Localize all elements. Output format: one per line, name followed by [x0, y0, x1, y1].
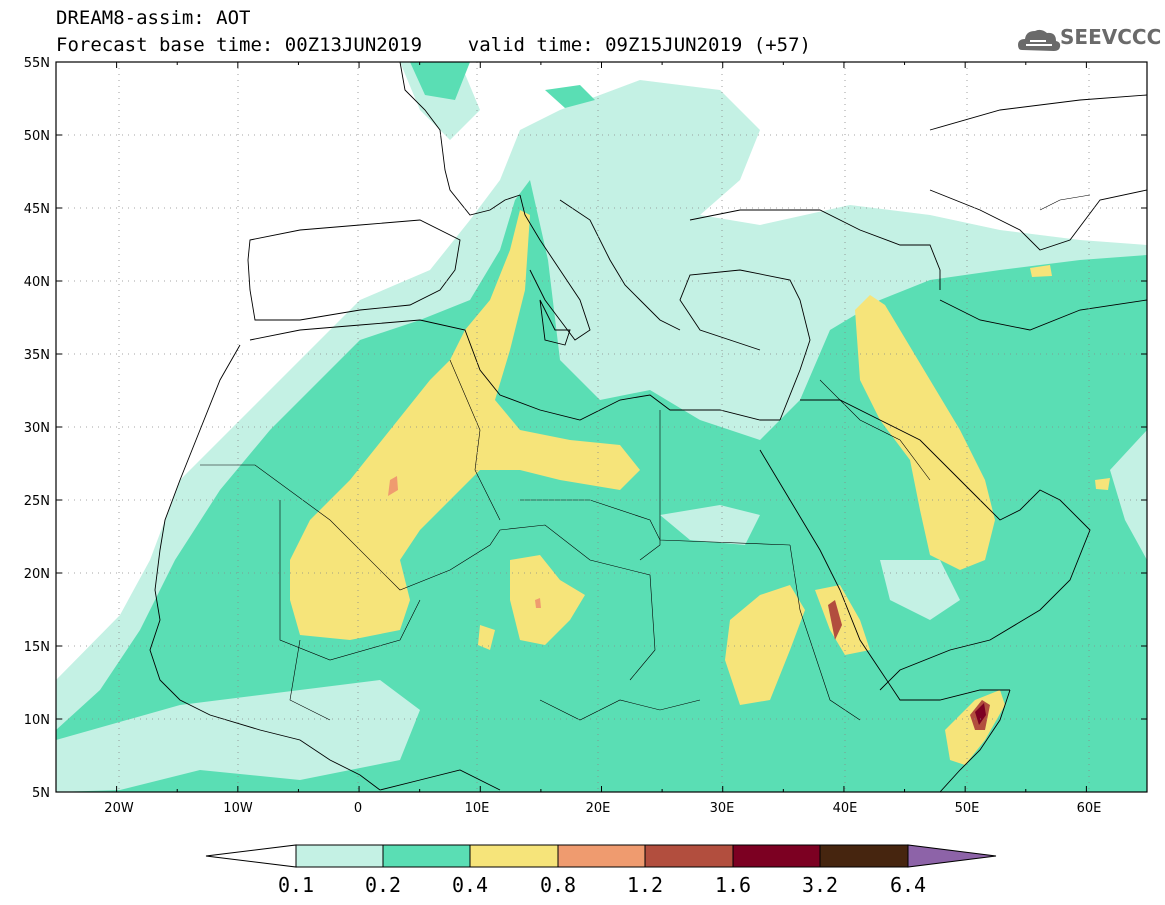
- colorbar-label-0-4: 0.4: [452, 873, 488, 897]
- logo-text: SEEVCCC: [1060, 25, 1162, 49]
- lon-label-20e: 20E: [586, 801, 611, 816]
- latitude-labels: 55N 50N 45N 40N 35N 30N 25N 20N 15N 10N …: [24, 56, 50, 801]
- product-title: DREAM8-assim: AOT: [56, 7, 251, 29]
- lat-label-10n: 10N: [24, 713, 50, 728]
- lon-label-50e: 50E: [955, 801, 980, 816]
- lat-label-50n: 50N: [24, 129, 50, 144]
- colorbar-label-1-2: 1.2: [627, 873, 663, 897]
- lon-label-40e: 40E: [833, 801, 858, 816]
- colorbar: 0.1 0.2 0.4 0.8 1.2 1.6 3.2 6.4: [205, 844, 997, 897]
- coastlines: [149, 62, 1147, 792]
- colorbar-segment-3: [469, 844, 559, 868]
- colorbar-segment-7: [819, 844, 909, 868]
- colorbar-segment-above: [907, 844, 997, 868]
- lat-label-45n: 45N: [24, 202, 50, 217]
- cloud-icon: [1018, 29, 1061, 51]
- lat-label-35n: 35N: [24, 348, 50, 363]
- lon-label-30e: 30E: [710, 801, 735, 816]
- longitude-labels: 20W 10W 0 10E 20E 30E 40E 50E 60E: [104, 801, 1101, 816]
- forecast-times: Forecast base time: 00Z13JUN2019 valid t…: [56, 34, 811, 56]
- colorbar-segment-5: [644, 844, 734, 868]
- lat-label-20n: 20N: [24, 567, 50, 582]
- lon-label-20w: 20W: [104, 801, 134, 816]
- lat-label-25n: 25N: [24, 494, 50, 509]
- colorbar-segment-6: [732, 844, 821, 868]
- colorbar-segment-2: [382, 844, 471, 868]
- aot-shading: [56, 62, 1147, 792]
- axis-ticks: [55, 61, 1148, 793]
- lat-label-15n: 15N: [24, 640, 50, 655]
- lon-label-10w: 10W: [223, 801, 253, 816]
- colorbar-segment-below: [205, 844, 297, 868]
- colorbar-label-0-1: 0.1: [278, 873, 314, 897]
- colorbar-label-0-2: 0.2: [365, 873, 401, 897]
- colorbar-label-6-4: 6.4: [890, 873, 926, 897]
- colorbar-label-0-8: 0.8: [540, 873, 576, 897]
- colorbar-segment-4: [557, 844, 646, 868]
- lat-label-40n: 40N: [24, 275, 50, 290]
- colorbar-label-1-6: 1.6: [715, 873, 751, 897]
- lat-label-30n: 30N: [24, 421, 50, 436]
- colorbar-label-3-2: 3.2: [802, 873, 838, 897]
- lat-label-55n: 55N: [24, 56, 50, 71]
- lon-label-60e: 60E: [1077, 801, 1102, 816]
- lon-label-0: 0: [354, 801, 362, 816]
- colorbar-segment-1: [295, 844, 384, 868]
- lon-label-10e: 10E: [465, 801, 490, 816]
- lat-label-5n: 5N: [32, 786, 50, 801]
